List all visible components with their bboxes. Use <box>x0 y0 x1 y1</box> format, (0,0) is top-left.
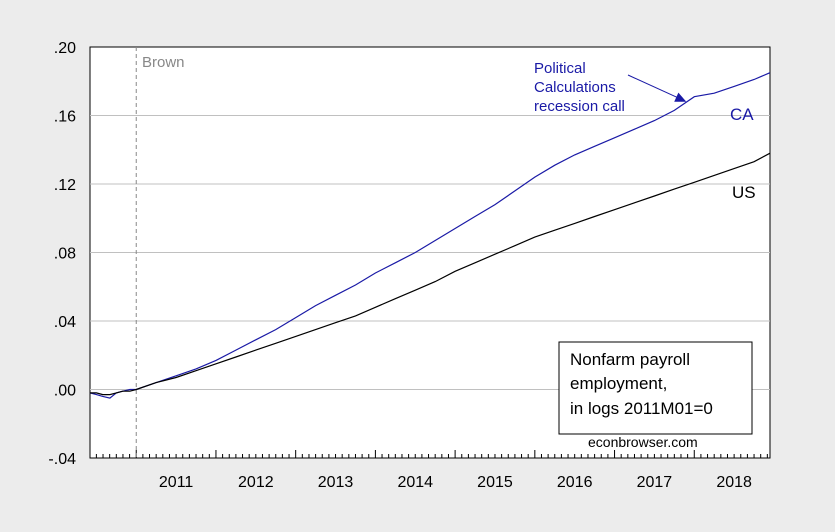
legend-line-2: employment, <box>570 374 667 393</box>
y-tick-label-6: .20 <box>54 40 76 57</box>
y-axis-ticks: -.04 .00 .04 .08 .12 .16 .20 <box>48 40 76 468</box>
x-tick-label-0: 2011 <box>159 474 194 491</box>
source-label: econbrowser.com <box>588 434 698 450</box>
series-line-ca <box>89 72 771 399</box>
y-tick-label-0: -.04 <box>48 451 76 468</box>
y-tick-label-2: .04 <box>54 314 76 331</box>
y-tick-label-5: .16 <box>54 109 76 126</box>
us-series-label: US <box>732 183 756 202</box>
y-tick-label-1: .00 <box>54 383 76 400</box>
political-line-1: Political <box>534 60 586 77</box>
ca-series-label: CA <box>730 105 754 124</box>
series-line-us <box>90 152 771 396</box>
legend-line-1: Nonfarm payroll <box>570 350 690 369</box>
political-line-2: Calculations <box>534 79 616 96</box>
x-tick-label-2: 2013 <box>318 474 354 491</box>
legend-line-3: in logs 2011M01=0 <box>570 399 713 418</box>
x-tick-label-6: 2017 <box>637 474 673 491</box>
x-tick-label-1: 2012 <box>238 474 274 491</box>
x-tick-label-5: 2016 <box>557 474 593 491</box>
political-arrow-line <box>627 74 681 100</box>
x-axis-ticks: 2011 2012 2013 2014 2015 2016 2017 2018 <box>95 450 768 491</box>
y-tick-label-4: .12 <box>54 177 76 194</box>
legend-frame <box>558 341 753 435</box>
legend-box: Nonfarm payroll employment, in logs 2011… <box>558 341 753 435</box>
political-annotation: Political Calculations recession call <box>534 60 687 115</box>
vline-label: Brown <box>142 54 185 71</box>
political-line-3: recession call <box>534 98 625 115</box>
series-lines <box>89 72 771 399</box>
x-tick-label-7: 2018 <box>716 474 752 491</box>
y-tick-label-3: .08 <box>54 246 76 263</box>
x-tick-label-4: 2015 <box>477 474 513 491</box>
x-tick-label-3: 2014 <box>397 474 433 491</box>
political-arrowhead <box>674 92 687 102</box>
